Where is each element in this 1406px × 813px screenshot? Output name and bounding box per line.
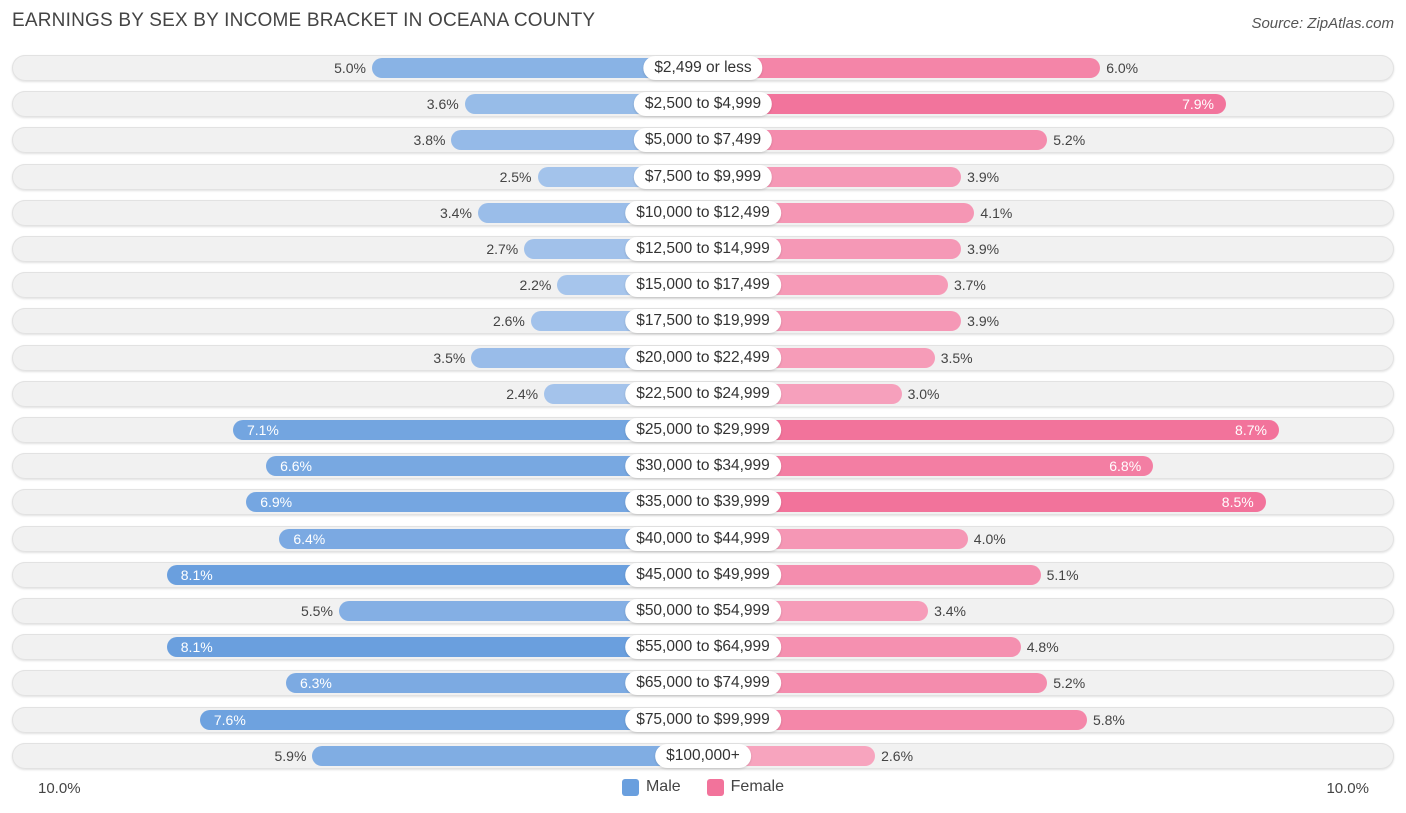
male-value-label: 7.6% (213, 711, 246, 728)
male-value-label: 2.4% (506, 385, 539, 402)
female-bar[interactable] (703, 637, 1021, 658)
category-label: $25,000 to $29,999 (625, 418, 781, 442)
male-value-label: 6.9% (260, 494, 293, 511)
category-label: $12,500 to $14,999 (625, 237, 781, 261)
male-value-label: 7.1% (246, 422, 279, 438)
axis-left-label: 10.0% (38, 780, 81, 797)
male-value-label: 2.2% (519, 277, 552, 294)
legend-item-female[interactable]: Female (706, 778, 785, 796)
category-label: $100,000+ (655, 743, 751, 768)
category-label: $7,500 to $9,999 (633, 164, 773, 189)
male-bar[interactable] (246, 492, 703, 513)
female-bar[interactable] (703, 492, 1266, 513)
male-value-label: 8.1% (180, 639, 213, 656)
female-bar[interactable] (703, 564, 1041, 585)
female-value-label: 5.8% (1092, 711, 1125, 728)
male-bar[interactable] (372, 58, 703, 78)
female-value-label: 7.9% (1182, 96, 1214, 113)
female-value-label: 3.0% (907, 385, 940, 402)
female-value-label: 6.8% (1109, 458, 1142, 475)
category-label: $35,000 to $39,999 (625, 490, 781, 515)
female-bar[interactable] (703, 420, 1279, 440)
female-value-label: 3.9% (967, 313, 1000, 330)
female-value-label: 8.7% (1235, 422, 1267, 438)
female-value-label: 4.0% (973, 530, 1006, 547)
female-swatch-icon (706, 778, 724, 796)
male-value-label: 3.8% (413, 132, 446, 149)
female-value-label: 8.5% (1221, 494, 1254, 511)
female-value-label: 2.6% (881, 747, 914, 764)
male-value-label: 3.6% (426, 96, 459, 113)
male-value-label: 6.6% (280, 458, 312, 475)
male-value-label: 5.0% (334, 60, 366, 76)
category-label: $20,000 to $22,499 (625, 345, 781, 370)
legend-label-male: Male (645, 778, 681, 795)
legend-item-male[interactable]: Male (621, 778, 681, 796)
male-bar[interactable] (312, 745, 703, 766)
male-value-label: 3.4% (440, 204, 472, 221)
female-value-label: 6.0% (1106, 60, 1139, 76)
male-value-label: 6.4% (293, 530, 326, 547)
category-label: $75,000 to $99,999 (625, 707, 781, 732)
male-bar[interactable] (199, 709, 703, 730)
female-bar[interactable] (703, 456, 1154, 477)
male-value-label: 2.6% (492, 313, 525, 330)
male-bar[interactable] (266, 456, 703, 477)
axis-right-label: 10.0% (1326, 780, 1369, 797)
male-bar[interactable] (166, 637, 703, 658)
male-bar[interactable] (338, 601, 703, 621)
female-value-label: 4.1% (980, 204, 1013, 221)
male-bar[interactable] (232, 420, 703, 440)
female-value-label: 5.1% (1046, 566, 1079, 583)
category-label: $22,500 to $24,999 (625, 381, 781, 406)
male-value-label: 8.1% (180, 566, 213, 583)
female-value-label: 3.5% (940, 349, 973, 366)
category-label: $30,000 to $34,999 (625, 454, 781, 479)
male-value-label: 6.3% (299, 675, 332, 692)
male-value-label: 5.9% (274, 747, 307, 764)
category-label: $40,000 to $44,999 (625, 526, 781, 551)
female-value-label: 3.4% (934, 603, 966, 619)
source-note: Source: ZipAtlas.com (1251, 15, 1394, 32)
category-label: $65,000 to $74,999 (625, 671, 781, 696)
category-label: $5,000 to $7,499 (633, 128, 773, 153)
female-value-label: 5.2% (1053, 132, 1086, 149)
female-value-label: 4.8% (1026, 639, 1059, 656)
category-label: $2,500 to $4,999 (633, 92, 773, 117)
female-value-label: 3.7% (953, 277, 986, 294)
legend-label-female: Female (730, 778, 785, 795)
category-label: $15,000 to $17,499 (625, 273, 781, 298)
male-swatch-icon (621, 778, 639, 796)
female-bar[interactable] (703, 130, 1048, 151)
category-label: $45,000 to $49,999 (625, 562, 781, 587)
male-value-label: 5.5% (300, 603, 333, 619)
male-bar[interactable] (285, 673, 703, 694)
male-value-label: 2.5% (499, 168, 532, 185)
chart-title: EARNINGS BY SEX BY INCOME BRACKET IN OCE… (12, 10, 596, 31)
female-bar[interactable] (703, 58, 1101, 78)
chart-area: 5.0% 6.0% $2,499 or less 3.6% 7.9% $2,500 to … (12, 50, 1394, 770)
female-value-label: 5.2% (1053, 675, 1086, 692)
female-value-label: 3.9% (967, 241, 1000, 257)
female-bar[interactable] (703, 709, 1087, 730)
male-bar[interactable] (166, 564, 703, 585)
male-bar[interactable] (279, 528, 703, 549)
category-label: $10,000 to $12,499 (625, 200, 781, 225)
category-label: $50,000 to $54,999 (625, 599, 781, 623)
female-bar[interactable] (703, 673, 1048, 694)
category-label: $17,500 to $19,999 (625, 309, 781, 334)
legend: Male Female (0, 778, 1406, 796)
female-value-label: 3.9% (967, 168, 1000, 185)
category-label: $55,000 to $64,999 (625, 635, 781, 660)
female-bar[interactable] (703, 94, 1226, 115)
category-label: $2,499 or less (643, 56, 763, 80)
male-value-label: 3.5% (433, 349, 466, 366)
male-value-label: 2.7% (486, 241, 519, 257)
